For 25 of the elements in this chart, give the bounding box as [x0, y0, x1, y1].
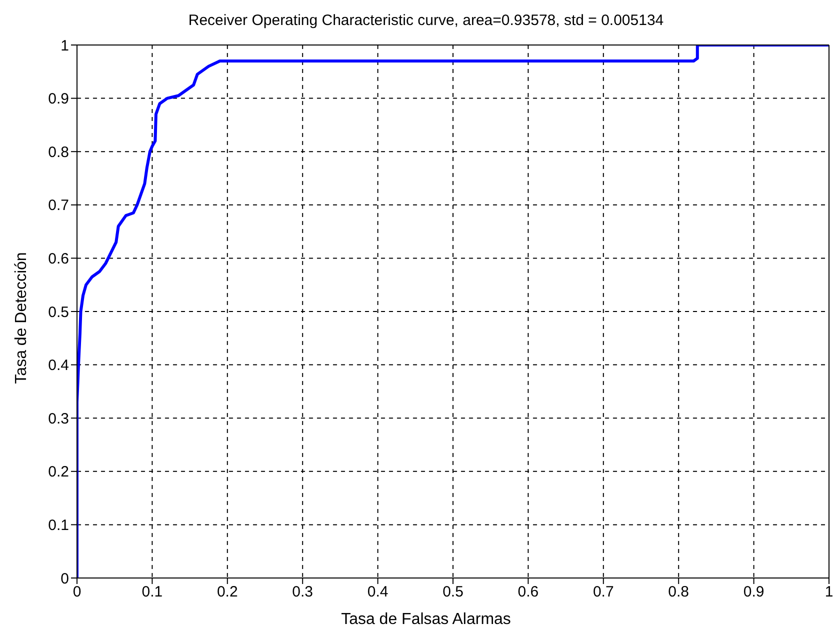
x-tick-label: 0.3 [292, 584, 314, 601]
x-tick-label: 1 [824, 584, 834, 601]
x-tick-label: 0.7 [592, 584, 614, 601]
x-tick-label: 0.2 [216, 584, 238, 601]
y-tick-label: 0.3 [48, 410, 69, 428]
x-tick-label: 0.4 [367, 584, 388, 601]
x-tick-label: 0.6 [518, 584, 539, 601]
y-tick-label: 0.9 [48, 90, 69, 108]
y-tick-label: 0.1 [48, 517, 69, 534]
x-tick-label: 0.1 [142, 584, 163, 601]
y-axis-title: Tasa de Detección [13, 252, 31, 384]
x-tick-label: 0.5 [442, 584, 464, 601]
x-tick-label: 0.8 [668, 584, 690, 601]
x-tick-label: 0 [72, 584, 82, 601]
y-tick-label: 0.5 [48, 304, 69, 321]
x-tick-label: 0.9 [743, 584, 764, 601]
y-tick-label: 0 [60, 570, 69, 588]
y-tick-label: 1 [60, 37, 69, 54]
y-tick-label: 0.6 [48, 250, 69, 268]
y-tick-label: 0.8 [48, 144, 69, 161]
y-tick-label: 0.4 [48, 357, 69, 374]
chart-title: Receiver Operating Characteristic curve, area=0.93578, std = 0.005134 [187, 12, 665, 29]
x-axis-title: Tasa de Falsas Alarmas [340, 611, 512, 629]
y-tick-label: 0.7 [48, 197, 69, 214]
y-tick-label: 0.2 [48, 464, 69, 481]
